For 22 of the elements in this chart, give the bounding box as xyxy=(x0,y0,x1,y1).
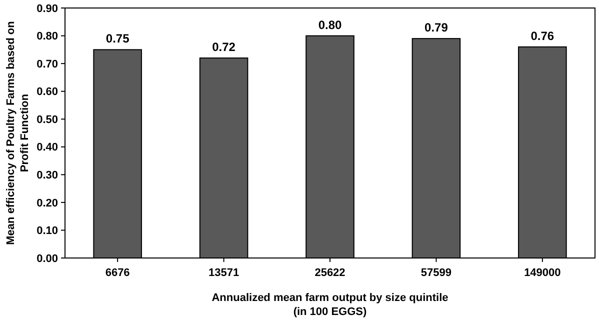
y-tick-label: 0.30 xyxy=(36,170,58,182)
y-tick-label: 0.10 xyxy=(36,225,58,238)
data-label: 0.79 xyxy=(424,20,448,35)
y-tick-label: 0.50 xyxy=(36,114,58,126)
data-label: 0.75 xyxy=(106,32,130,46)
x-tick-label: 57599 xyxy=(420,267,452,279)
y-tick-label: 0.00 xyxy=(36,252,58,265)
y-tick-label: 0.20 xyxy=(36,197,58,210)
x-tick-label: 13571 xyxy=(208,267,240,279)
x-tick-label: 149000 xyxy=(524,267,561,279)
y-tick-label: 0.90 xyxy=(36,2,58,15)
x-axis-title: Annualized mean farm output by size quintile (in 100 EGGS) xyxy=(212,292,448,318)
y-tick-label: 0.70 xyxy=(36,58,58,70)
y-tick-label: 0.40 xyxy=(36,142,58,154)
data-label: 0.72 xyxy=(212,40,236,54)
y-tick-label: 0.80 xyxy=(36,30,58,43)
y-axis-title: Mean efficiency of Poultry Farms based on Profit Function xyxy=(5,20,31,245)
y-tick-label: 0.60 xyxy=(36,86,58,98)
data-label: 0.80 xyxy=(318,18,342,32)
data-label: 0.76 xyxy=(530,28,554,43)
x-tick-label: 6676 xyxy=(105,267,130,279)
x-tick-label: 25622 xyxy=(314,267,346,279)
